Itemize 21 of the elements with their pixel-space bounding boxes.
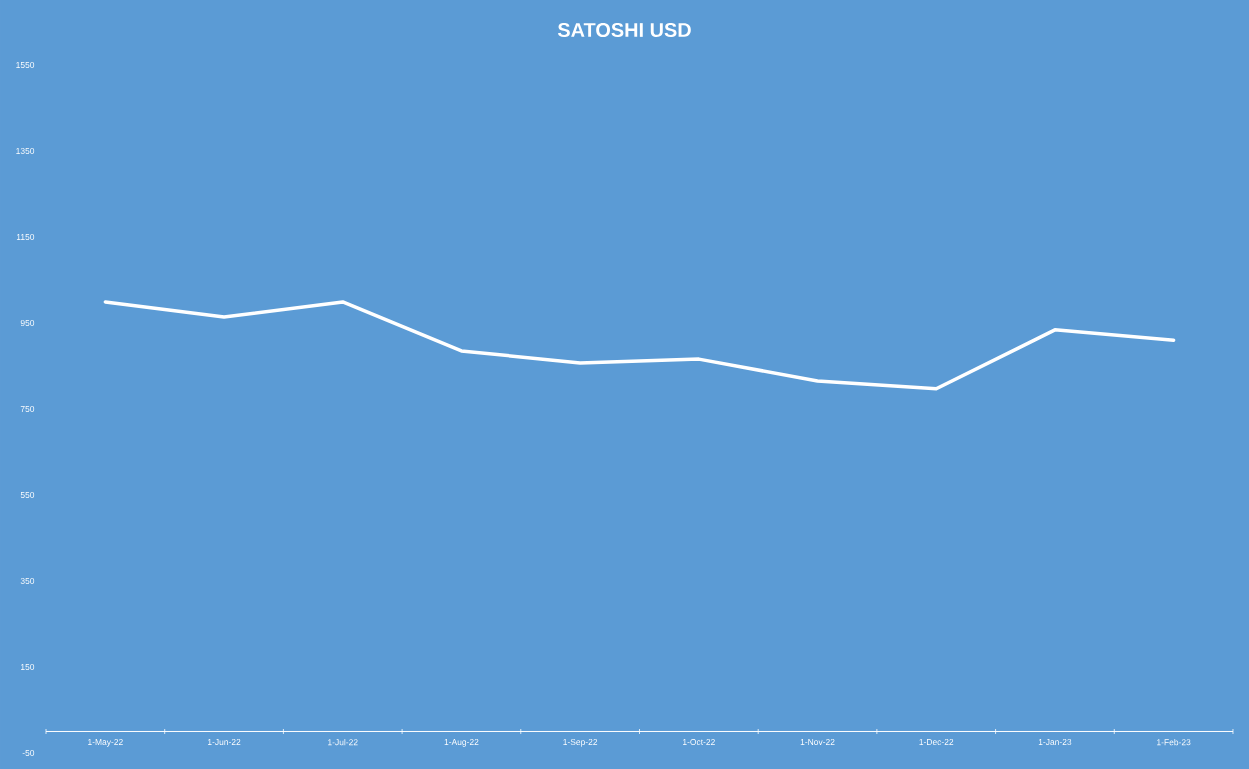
x-tick-label: 1-Dec-22	[919, 739, 954, 745]
x-tick-label: 1-Oct-22	[683, 739, 715, 745]
y-tick-label: 750	[20, 405, 35, 412]
x-tick-label: 1-May-22	[88, 739, 123, 747]
x-tick-label: 1-Feb-23	[1157, 739, 1191, 746]
x-tick-label: 1-Aug-22	[444, 739, 479, 747]
y-tick-label: 1150	[16, 233, 35, 240]
y-tick-label: 1550	[16, 61, 35, 68]
x-tick-label: 1-Jul-22	[328, 739, 358, 746]
x-tick-label: 1-Nov-22	[800, 739, 835, 745]
line-series	[103, 300, 1176, 391]
y-tick-label: 950	[20, 319, 35, 326]
x-tick-label: 1-Sep-22	[563, 739, 598, 747]
y-tick-label: 1350	[16, 147, 35, 154]
x-tick-label: 1-Jan-23	[1038, 739, 1072, 745]
y-tick-label: 150	[21, 663, 35, 670]
x-tick-label: 1-Jun-22	[207, 739, 241, 745]
y-tick-label: 350	[20, 577, 35, 584]
y-tick-label: -50	[22, 749, 35, 756]
y-tick-label: 550	[20, 491, 35, 498]
chart-title: SATOSHI USD	[557, 22, 691, 38]
